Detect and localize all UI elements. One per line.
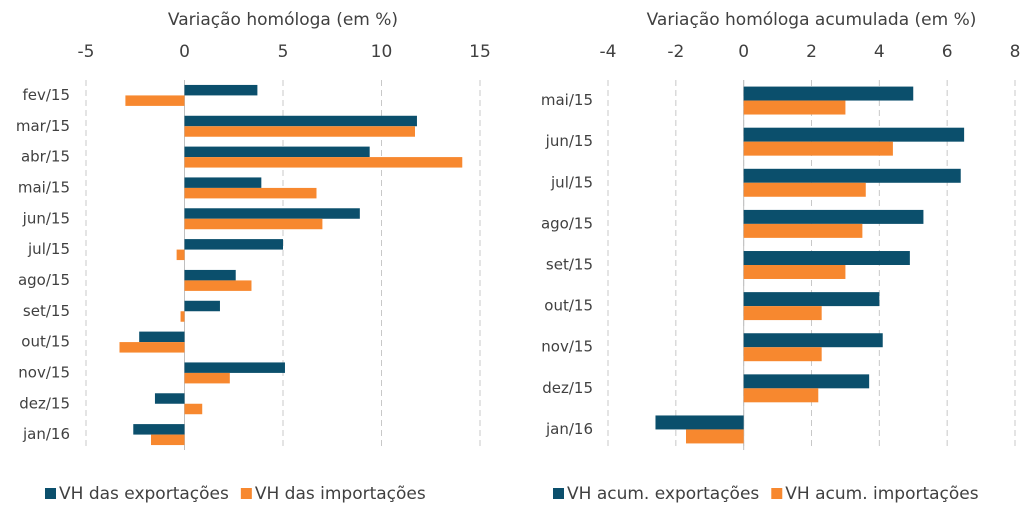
bar	[184, 372, 230, 384]
x-tick-label: 2	[806, 42, 817, 62]
bar	[743, 347, 822, 362]
bar	[743, 265, 846, 279]
x-tick-label: 5	[278, 42, 289, 62]
axis-title: Variação homóloga (em %)	[168, 10, 398, 30]
x-tick-label: 15	[469, 42, 491, 62]
axis-title: Variação homóloga acumulada (em %)	[647, 10, 977, 30]
bar	[743, 141, 893, 156]
bar	[184, 208, 360, 219]
bar	[184, 280, 252, 291]
bar	[184, 157, 463, 168]
bar	[184, 362, 285, 373]
bar	[743, 374, 870, 389]
bar	[184, 300, 220, 312]
bar	[133, 424, 185, 435]
y-tick-label: mai/15	[18, 178, 70, 196]
bar	[125, 95, 185, 106]
bar	[184, 146, 370, 158]
bar	[743, 168, 961, 183]
y-tick-label: jun/15	[22, 209, 70, 227]
bar	[743, 306, 822, 321]
y-tick-label: jun/15	[545, 132, 593, 150]
bar	[184, 84, 258, 96]
y-tick-label: jul/15	[550, 173, 593, 191]
legend-label: VH das exportações	[59, 484, 229, 504]
legend-label: VH das importações	[255, 484, 426, 504]
bar	[184, 239, 283, 250]
bar	[184, 115, 417, 127]
legend-swatch	[45, 488, 56, 499]
bar	[139, 331, 185, 343]
bar	[655, 415, 744, 430]
x-tick-label: 6	[942, 42, 953, 62]
bar	[176, 249, 185, 261]
y-tick-label: set/15	[23, 302, 70, 320]
bar	[184, 218, 323, 230]
y-tick-label: out/15	[544, 297, 593, 315]
bar	[743, 223, 863, 238]
bar	[743, 251, 910, 265]
y-tick-label: jan/16	[545, 420, 593, 438]
y-tick-label: nov/15	[18, 363, 70, 381]
bar	[184, 126, 415, 137]
bar	[184, 403, 203, 415]
y-tick-label: ago/15	[18, 271, 70, 289]
y-tick-label: dez/15	[542, 379, 593, 397]
bar	[743, 182, 866, 197]
y-tick-label: abr/15	[21, 148, 70, 166]
legend-swatch	[771, 488, 783, 499]
y-tick-label: mai/15	[541, 91, 593, 109]
y-tick-label: jul/15	[27, 240, 70, 258]
x-tick-label: 0	[179, 42, 190, 62]
x-tick-label: 4	[874, 42, 885, 62]
y-tick-label: jan/16	[22, 425, 70, 443]
legend-label: VH acum. importações	[785, 484, 978, 504]
bar	[743, 209, 924, 224]
x-tick-label: 10	[371, 42, 393, 62]
y-tick-label: out/15	[21, 333, 70, 351]
legend-swatch	[240, 488, 252, 499]
bar	[743, 127, 965, 142]
y-tick-label: mar/15	[16, 117, 70, 135]
bar	[184, 187, 317, 199]
y-tick-label: ago/15	[541, 214, 593, 232]
y-tick-label: dez/15	[19, 394, 70, 412]
bar	[154, 393, 185, 404]
bar	[180, 311, 185, 322]
bar	[743, 292, 880, 307]
legend-label: VH acum. exportações	[567, 484, 759, 504]
bar	[184, 177, 262, 188]
bar	[743, 333, 883, 348]
x-tick-label: -5	[78, 42, 95, 62]
x-tick-label: -2	[667, 42, 684, 62]
x-tick-label: 0	[738, 42, 749, 62]
y-tick-label: nov/15	[541, 338, 593, 356]
legend-swatch	[553, 488, 564, 499]
bar	[151, 434, 185, 446]
y-tick-label: set/15	[546, 256, 593, 274]
bar	[743, 100, 846, 115]
bar	[743, 86, 914, 101]
bar	[184, 269, 236, 281]
bar	[119, 342, 185, 353]
x-tick-label: 8	[1010, 42, 1021, 62]
bar	[743, 388, 819, 403]
bar	[686, 429, 744, 444]
x-tick-label: -4	[600, 42, 617, 62]
y-tick-label: fev/15	[22, 86, 70, 104]
